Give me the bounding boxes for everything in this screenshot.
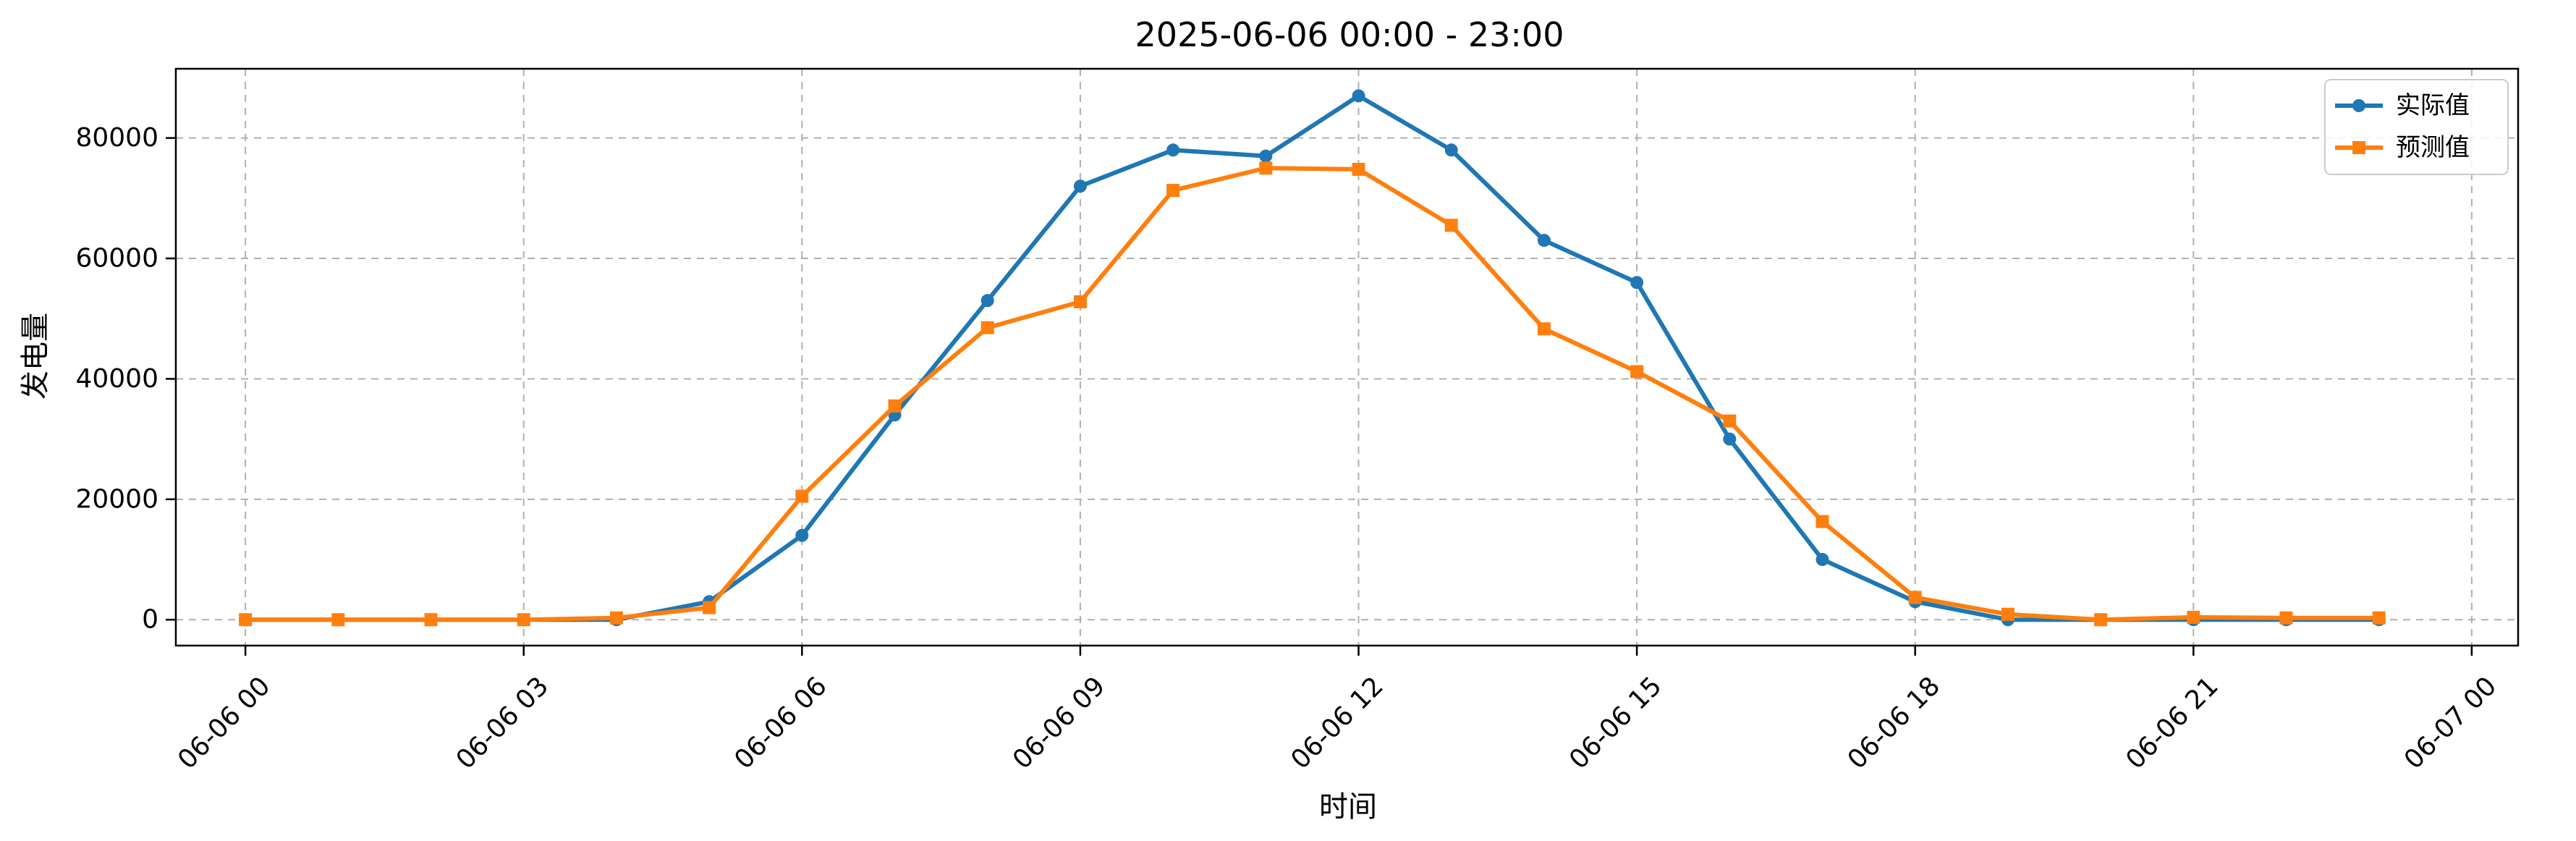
x-axis-label: 时间 (1319, 790, 1377, 824)
data-point (1816, 515, 1829, 528)
x-tick-label: 06-06 12 (1286, 671, 1389, 774)
data-point (980, 294, 994, 308)
y-tick-label: 0 (142, 605, 158, 635)
data-point (2187, 610, 2200, 624)
data-point (1630, 276, 1644, 290)
data-point (1537, 234, 1551, 248)
legend-label: 预测值 (2396, 133, 2470, 162)
data-point (2372, 611, 2386, 625)
data-point (703, 601, 716, 614)
axis-ticks: 06-06 00 06-06 03 06-06 06 06-06 09 06-06 12… (75, 123, 2502, 775)
data-point (1352, 162, 1365, 176)
data-point (239, 613, 253, 627)
data-point (424, 613, 438, 627)
x-tick-label: 06-06 15 (1564, 671, 1667, 774)
plot-frame (174, 67, 2520, 647)
legend-label: 实际值 (2396, 91, 2470, 120)
data-point (1166, 143, 1180, 157)
data-point (1073, 295, 1087, 308)
data-point (1908, 591, 1922, 604)
data-point (1630, 365, 1644, 379)
x-tick-label: 06-07 00 (2399, 671, 2502, 774)
x-tick-label: 06-06 18 (1842, 671, 1946, 774)
series-line (243, 166, 2381, 622)
legend-marker (2352, 99, 2365, 112)
x-tick-label: 06-06 21 (2120, 671, 2224, 774)
data-point (1723, 432, 1737, 446)
x-tick-label: 06-06 09 (1007, 671, 1111, 774)
y-tick-label: 40000 (75, 364, 158, 394)
data-point (517, 613, 530, 627)
data-point (1537, 322, 1551, 336)
data-point (1723, 414, 1737, 428)
grid-lines (176, 69, 2518, 646)
data-point (888, 399, 902, 413)
data-point (331, 613, 345, 627)
series-1 (239, 161, 2386, 627)
data-point (1259, 149, 1273, 163)
data-point (1444, 143, 1458, 157)
data-point (1352, 89, 1365, 103)
data-point (2094, 613, 2108, 627)
x-tick-label: 06-06 03 (451, 671, 554, 774)
data-point (1073, 179, 1087, 193)
data-point (980, 321, 994, 334)
series-line (243, 93, 2381, 622)
x-tick-label: 06-06 00 (172, 671, 276, 774)
data-point (2001, 607, 2014, 621)
legend-marker (2352, 141, 2365, 154)
data-point (795, 528, 809, 542)
data-point (1816, 553, 1829, 567)
y-tick-label: 60000 (75, 244, 158, 274)
chart-title: 2025-06-06 00:00 - 23:00 (1135, 15, 1564, 54)
data-point (1166, 184, 1180, 198)
y-tick-label: 80000 (75, 123, 158, 153)
y-tick-label: 20000 (75, 484, 158, 514)
data-point (2279, 611, 2293, 625)
data-point (1444, 219, 1458, 232)
legend-item: 预测值 (2335, 133, 2470, 162)
y-axis-label: 发电量 (19, 313, 52, 400)
data-point (609, 611, 623, 625)
x-tick-label: 06-06 06 (729, 671, 832, 774)
legend-item: 实际值 (2335, 91, 2470, 120)
data-point (795, 489, 809, 503)
data-point (1259, 161, 1273, 175)
series-layer (239, 89, 2386, 627)
legend-box (2324, 79, 2509, 175)
